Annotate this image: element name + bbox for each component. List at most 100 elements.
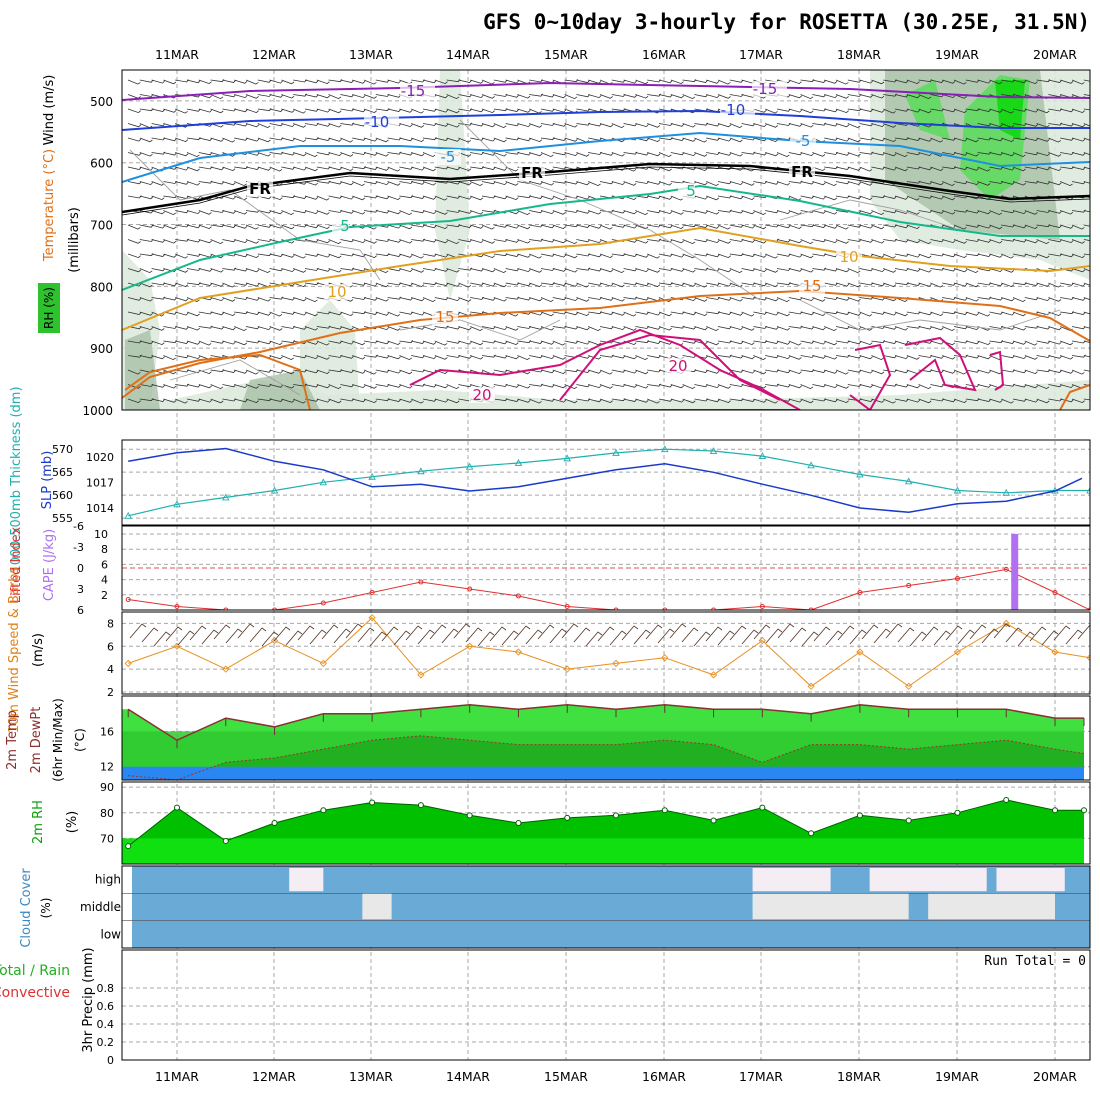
wind-barb: [788, 224, 802, 230]
wind-barb-10m: [873, 628, 891, 644]
wind-barb: [198, 210, 212, 215]
wind-barb: [824, 384, 838, 389]
wind-barb: [210, 253, 224, 259]
wind-barb: [953, 268, 968, 273]
wind-barb: [729, 195, 744, 200]
wind-barb: [647, 398, 660, 404]
wind-barb: [753, 369, 767, 375]
wind-barb: [328, 152, 342, 157]
wind-barb: [824, 355, 838, 360]
wind-barb: [765, 181, 779, 185]
contour-label: -15: [753, 80, 778, 98]
thickness-marker: [417, 467, 425, 475]
wind-barb: [316, 210, 330, 215]
wind-barb: [965, 311, 979, 316]
wind-barb-10m: [981, 628, 999, 644]
wind-barb-10m: [1029, 626, 1047, 642]
wind-barb: [564, 398, 578, 404]
wind-barb: [729, 268, 743, 274]
temperature-contour-minus15: [122, 81, 1090, 101]
wind-barb: [186, 152, 200, 158]
wind-speed-marker: [466, 642, 474, 650]
wind-barb: [977, 384, 991, 388]
wind-barb: [458, 239, 473, 243]
panel-frame-5: [121, 781, 1091, 865]
wind-barb: [222, 282, 236, 288]
wind-barb: [741, 181, 755, 186]
wind-barb: [800, 384, 814, 390]
wind-barb: [1083, 326, 1090, 329]
wind-barb: [635, 398, 649, 403]
wind-barb: [127, 181, 142, 185]
wind-barb: [599, 224, 613, 230]
wind-barb: [1048, 384, 1063, 388]
wind-barb: [765, 297, 779, 302]
wind-barb: [470, 282, 484, 286]
rh-shade-1: [300, 300, 360, 410]
temperature-contour-5: [122, 184, 1090, 291]
wind-barb: [151, 108, 166, 112]
wind-barb: [422, 108, 437, 112]
wind-barb: [635, 311, 650, 315]
wind-barb: [505, 253, 520, 257]
wind-barb: [139, 79, 154, 83]
wind-barb: [1012, 181, 1026, 186]
wind-barb: [234, 108, 248, 113]
pressure-tick: 500: [90, 95, 113, 109]
wind-barb: [906, 108, 921, 113]
wind-barb: [375, 340, 390, 345]
contour-label: -10: [365, 113, 390, 131]
wind-barb: [906, 282, 921, 286]
wind-barb: [316, 369, 330, 375]
wind-barb: [623, 210, 637, 215]
wind-barb: [918, 326, 933, 330]
wind-barb: [1083, 340, 1090, 343]
wind-barb: [458, 384, 473, 388]
wind-barb: [706, 398, 720, 403]
wind-barb: [127, 79, 141, 85]
wind-barb: [1083, 224, 1090, 227]
date-label-top: 15MAR: [544, 47, 588, 62]
wind-barb: [977, 79, 991, 84]
wind-barb: [234, 210, 248, 215]
wind-barb: [658, 326, 672, 331]
wind-barb: [210, 340, 225, 344]
wind-barb-10m: [465, 627, 483, 643]
wind-barb: [635, 268, 649, 273]
rh-legend-swatch: [38, 283, 60, 333]
wind-barb: [670, 152, 685, 156]
wind-barb: [776, 224, 791, 229]
wind-barb: [824, 94, 838, 99]
wind-barb: [623, 94, 637, 98]
wind-barb: [894, 326, 908, 331]
rh-tick: 80: [100, 807, 114, 820]
wind-barb: [245, 282, 260, 287]
wind-barb: [918, 166, 932, 171]
wind-barb: [304, 239, 319, 243]
thickness-marker: [856, 470, 864, 478]
wind-barb: [151, 79, 165, 84]
wind-barb: [234, 79, 248, 84]
cloud-clear-middle: [752, 893, 909, 920]
contour-label-bg: [435, 149, 461, 165]
wind-barb: [552, 355, 566, 360]
wind-barb: [753, 253, 767, 258]
wind-barb: [1012, 79, 1027, 84]
wind-barb: [387, 311, 401, 317]
wind-barb: [186, 355, 201, 360]
wind-barb: [835, 326, 850, 330]
precip-run-total: Run Total = 0: [984, 954, 1086, 969]
wind-barb: [375, 311, 389, 316]
wind-barb: [481, 253, 495, 259]
wind-barb: [824, 195, 838, 201]
wind-barb-10m: [357, 627, 375, 643]
wind-barb: [564, 297, 578, 302]
wind-barb-10m: [513, 625, 531, 641]
wind-barb: [824, 340, 838, 346]
wind-barb: [245, 369, 259, 375]
wind-barb: [352, 181, 365, 187]
wind-barb: [281, 253, 295, 258]
wind-barb: [151, 326, 165, 331]
thickness-marker: [709, 447, 718, 454]
wind-barb: [1024, 282, 1039, 286]
